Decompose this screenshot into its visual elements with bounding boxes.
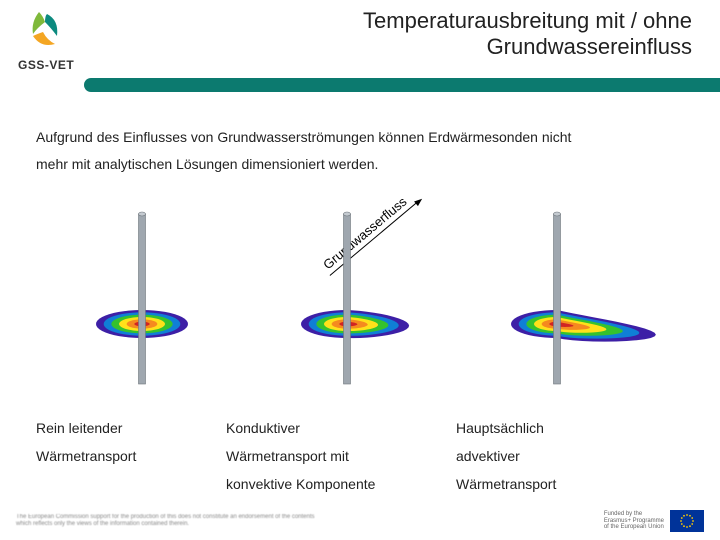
tube-cap: [554, 212, 561, 216]
title-line-1: Temperaturausbreitung mit / ohne: [363, 8, 692, 34]
funding-text: Funded by the Erasmus+ Programme of the …: [604, 511, 664, 531]
caption-col-2: Konduktiver Wärmetransport mit konvektiv…: [226, 420, 456, 492]
intro-text: Aufgrund des Einflusses von Grundwassers…: [0, 100, 720, 177]
caption-2-line-2: Wärmetransport mit: [226, 448, 456, 464]
caption-2-line-3: konvektive Komponente: [226, 476, 456, 492]
intro-line-2: mehr mit analytischen Lösungen dimension…: [36, 151, 684, 178]
funding-line-3: of the European Union: [604, 524, 664, 531]
caption-3-line-1: Hauptsächlich: [456, 420, 684, 436]
probe-2: [275, 212, 455, 392]
caption-spacer: [36, 476, 226, 492]
probe-3: [485, 212, 665, 392]
funding-line-2: Erasmus+ Programme: [604, 518, 664, 525]
caption-2-line-1: Konduktiver: [226, 420, 456, 436]
borehole-tube: [344, 214, 351, 384]
page-title: Temperaturausbreitung mit / ohne Grundwa…: [363, 8, 692, 61]
title-line-2: Grundwassereinfluss: [363, 34, 692, 60]
diagram: Grundwasserfluss: [0, 177, 720, 407]
footer-funding: Funded by the Erasmus+ Programme of the …: [604, 510, 704, 532]
caption-col-3: Hauptsächlich advektiver Wärmetransport: [456, 420, 684, 492]
footer-disclaimer: The European Commission support for the …: [16, 514, 316, 528]
logo: GSS-VET: [18, 8, 74, 72]
caption-3-line-3: Wärmetransport: [456, 476, 684, 492]
header: GSS-VET Temperaturausbreitung mit / ohne…: [0, 0, 720, 100]
intro-line-1: Aufgrund des Einflusses von Grundwassers…: [36, 124, 684, 151]
caption-1-line-1: Rein leitender: [36, 420, 226, 436]
footer: The European Commission support for the …: [0, 502, 720, 540]
tube-cap: [139, 212, 146, 216]
logo-text: GSS-VET: [18, 58, 74, 72]
caption-1-line-2: Wärmetransport: [36, 448, 226, 464]
captions-row: Rein leitender Wärmetransport Konduktive…: [0, 420, 720, 492]
funding-line-1: Funded by the: [604, 511, 664, 518]
caption-3-line-2: advektiver: [456, 448, 684, 464]
header-accent-bar: [84, 78, 720, 92]
tube-cap: [344, 212, 351, 216]
probe-1: [70, 212, 250, 392]
logo-glyph: [23, 8, 69, 54]
borehole-tube: [139, 214, 146, 384]
eu-flag-icon: [670, 510, 704, 532]
flow-arrowhead-icon: [414, 197, 424, 207]
borehole-tube: [554, 214, 561, 384]
caption-col-1: Rein leitender Wärmetransport: [36, 420, 226, 492]
